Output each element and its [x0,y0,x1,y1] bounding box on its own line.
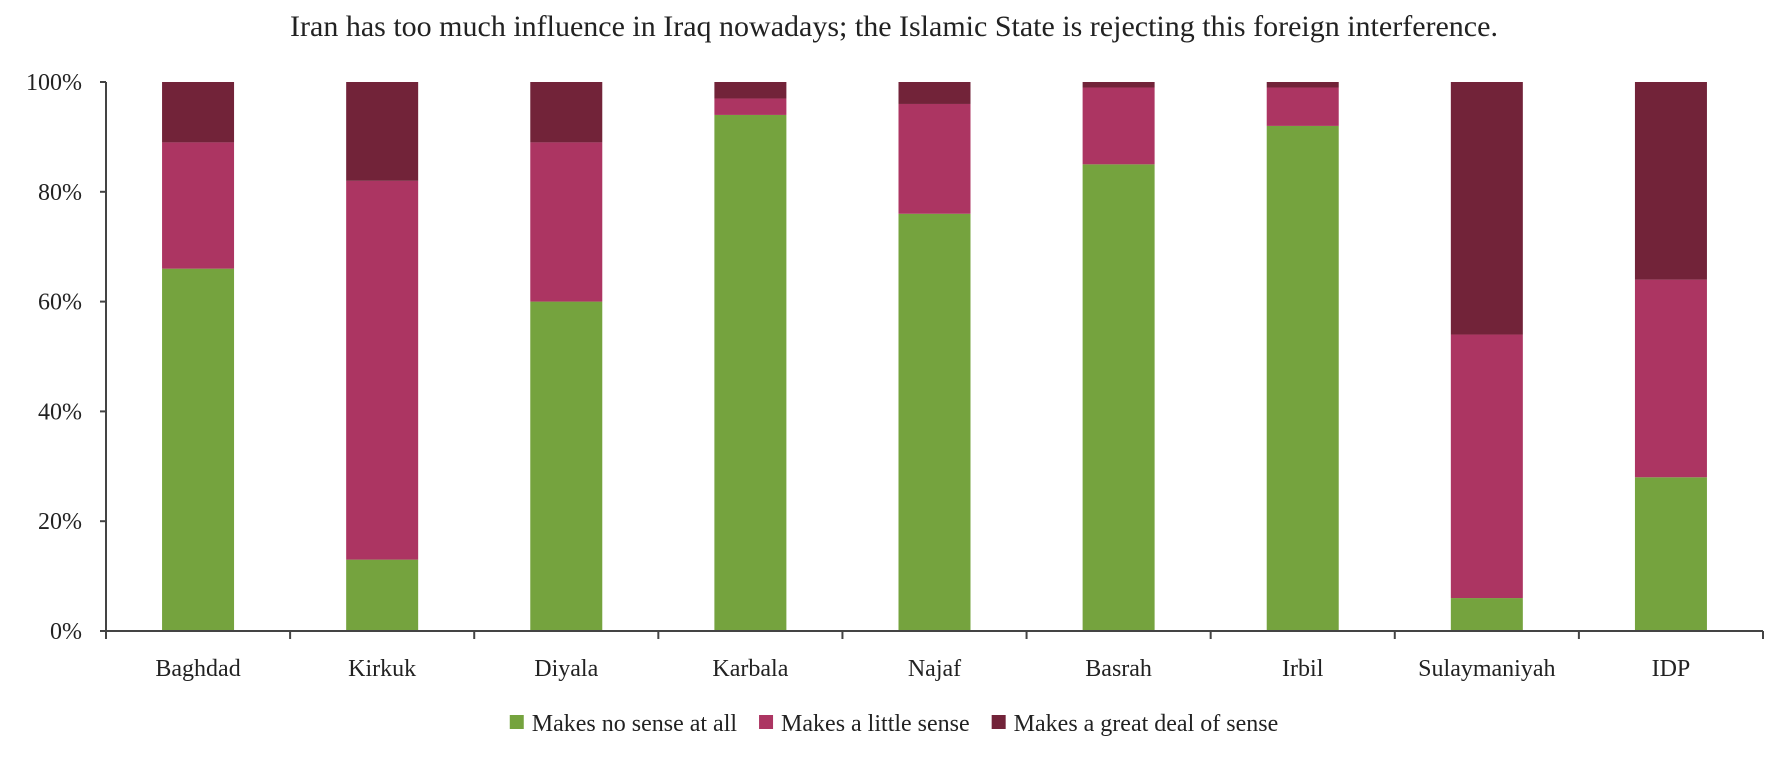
bar-segment [1634,477,1707,631]
y-tick-label: 80% [38,180,82,206]
x-tick-label: Baghdad [155,656,240,682]
legend-swatch [509,715,524,729]
bar-segment [714,98,787,115]
bar-segment [1266,87,1339,126]
legend-swatch [991,715,1006,729]
y-tick-label: 0% [50,619,82,645]
x-tick-label: IDP [1652,656,1691,682]
x-tick-label: Kirkuk [348,656,416,682]
bar-segment [714,114,787,631]
bar-segment [162,268,235,631]
bar-segment [714,82,787,99]
bar-segment [1082,82,1155,88]
x-tick-label: Karbala [712,656,788,682]
legend-label: Makes no sense at all [532,711,738,737]
x-tick-label: Diyala [534,656,598,682]
bar-segment [1266,125,1339,632]
legend: Makes no sense at all Makes a little sens… [509,711,1279,737]
bar-segment [530,82,603,143]
bar-segment [1266,82,1339,88]
bar-segment [898,213,971,631]
y-tick-label: 20% [38,509,82,535]
bar-segment [346,180,419,560]
bar-segment [1082,87,1155,165]
bar-segment [346,559,419,631]
chart-title: Iran has too much influence in Iraq nowa… [290,10,1498,43]
x-tick-label: Najaf [908,656,961,682]
bar-segment [530,301,603,631]
bar-segment [1450,334,1523,599]
bar-segment [162,142,235,269]
bar-segment [898,82,971,104]
bars [162,82,1707,632]
y-tick-label: 100% [26,70,82,96]
x-tick-label: Irbil [1282,656,1324,682]
bar-segment [1450,598,1523,631]
y-axis: 0% 20% 40% 60% 80% 100% [26,70,107,645]
bar-segment [1450,82,1523,335]
legend-swatch [759,715,774,729]
bar-segment [1634,82,1707,280]
legend-label: Makes a little sense [781,711,970,737]
x-axis: Baghdad Kirkuk Diyala Karbala Najaf Basrah Irb… [105,630,1764,682]
y-tick-label: 60% [38,290,82,316]
bar-segment [1082,164,1155,631]
bar-segment [898,103,971,214]
bar-segment [530,142,603,302]
bar-segment [346,82,419,181]
bar-segment [162,82,235,143]
y-tick-label: 40% [38,399,82,425]
legend-label: Makes a great deal of sense [1014,711,1279,737]
x-tick-label: Sulaymaniyah [1418,656,1555,682]
x-tick-label: Basrah [1085,656,1152,682]
bar-segment [1634,279,1707,478]
